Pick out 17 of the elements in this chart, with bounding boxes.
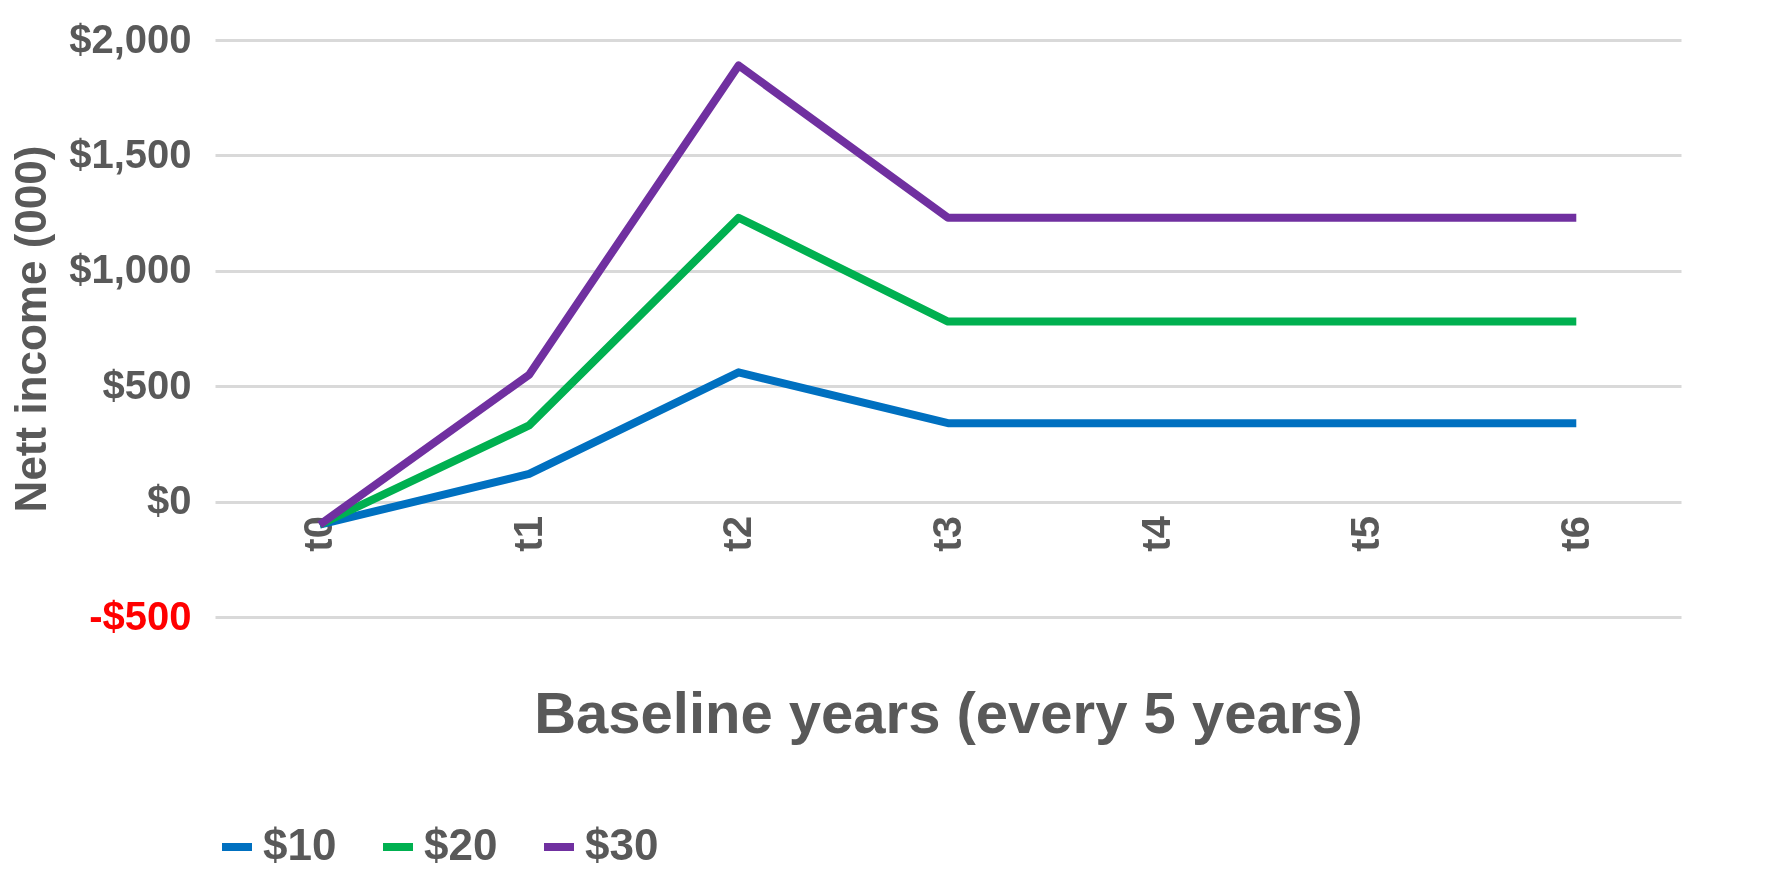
y-tick-label: $1,500 — [69, 131, 192, 176]
x-tick-label: t6 — [1552, 516, 1597, 552]
x-tick-label: t1 — [505, 516, 550, 552]
x-tick-label: t4 — [1133, 515, 1178, 552]
y-axis-title: Nett income (000) — [6, 145, 56, 513]
x-axis-title: Baseline years (every 5 years) — [534, 680, 1363, 746]
y-tick-label: $2,000 — [69, 16, 192, 61]
y-tick-label: -$500 — [89, 593, 192, 638]
x-tick-label: t3 — [924, 516, 969, 552]
x-tick-label: t5 — [1343, 516, 1388, 552]
legend-label: $10 — [263, 820, 337, 869]
y-tick-label: $1,000 — [69, 247, 192, 292]
legend-label: $20 — [424, 820, 498, 869]
legend-label: $30 — [585, 820, 659, 869]
x-tick-label: t2 — [715, 516, 760, 552]
y-tick-label: $0 — [147, 478, 192, 523]
y-tick-label: $500 — [102, 362, 192, 407]
